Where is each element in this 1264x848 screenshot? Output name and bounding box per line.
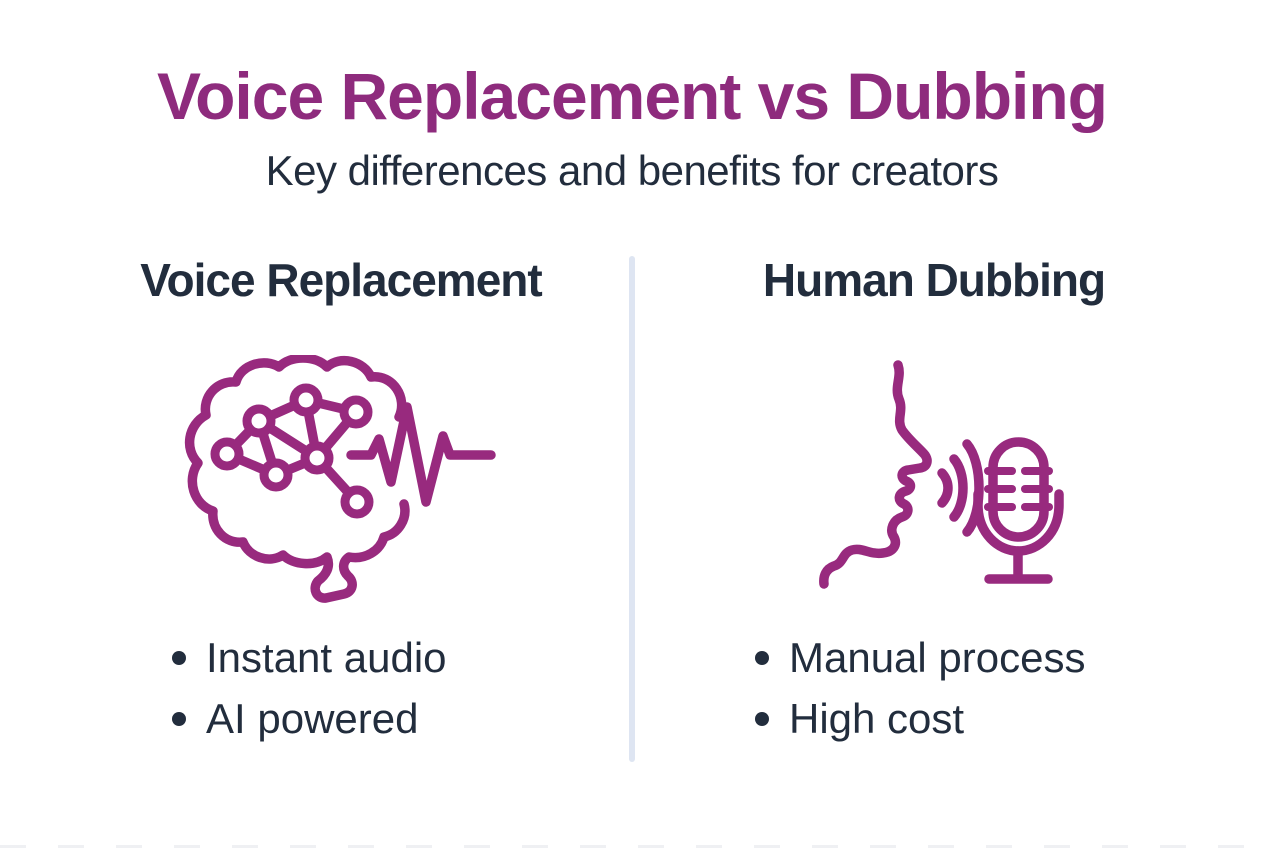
- brain-outline-icon: [184, 355, 410, 603]
- column-divider: [629, 256, 635, 763]
- bullet-text: AI powered: [206, 694, 419, 742]
- microphone-icon: [973, 437, 1064, 584]
- bullet-text: Manual process: [789, 634, 1086, 682]
- list-item: High cost: [755, 692, 1264, 747]
- bullet-text: High cost: [789, 694, 965, 742]
- comparison-columns: Voice Replacement: [0, 254, 1264, 763]
- face-profile-icon: [819, 360, 932, 589]
- list-item: Instant audio: [172, 631, 632, 686]
- bullet-dot: [172, 712, 186, 727]
- bullet-dot: [755, 712, 769, 727]
- list-item: Manual process: [755, 631, 1264, 686]
- bullet-text: Instant audio: [206, 634, 447, 682]
- neural-network-nodes: [210, 383, 374, 519]
- page-subtitle: Key differences and benefits for creator…: [265, 146, 999, 194]
- page-title: Voice Replacement vs Dubbing: [156, 59, 1108, 133]
- audio-waveform-icon: [346, 402, 496, 507]
- ai-brain-waveform-icon: [184, 355, 496, 603]
- cropped-text-artifact: [0, 845, 1264, 848]
- voice-replacement-icon-wrap: [23, 355, 655, 605]
- human-dubbing-column: Human Dubbing: [632, 254, 1264, 752]
- voice-replacement-column: Voice Replacement: [0, 254, 632, 752]
- voice-replacement-heading: Voice Replacement: [140, 254, 542, 307]
- bullet-dot: [172, 651, 186, 666]
- bullet-dot: [755, 651, 769, 666]
- sound-waves-icon: [937, 439, 984, 537]
- human-dubbing-heading: Human Dubbing: [762, 254, 1106, 307]
- human-dubbing-bullets: Manual process High cost: [632, 631, 1264, 746]
- microphone-grill-bars: [984, 467, 1053, 512]
- speaking-face-microphone-icon: [819, 360, 1064, 589]
- human-dubbing-icon-wrap: [620, 355, 1252, 605]
- headline: Voice Replacement vs Dubbing Key differe…: [0, 0, 1264, 196]
- voice-replacement-bullets: Instant audio AI powered: [0, 631, 632, 746]
- list-item: AI powered: [172, 692, 632, 747]
